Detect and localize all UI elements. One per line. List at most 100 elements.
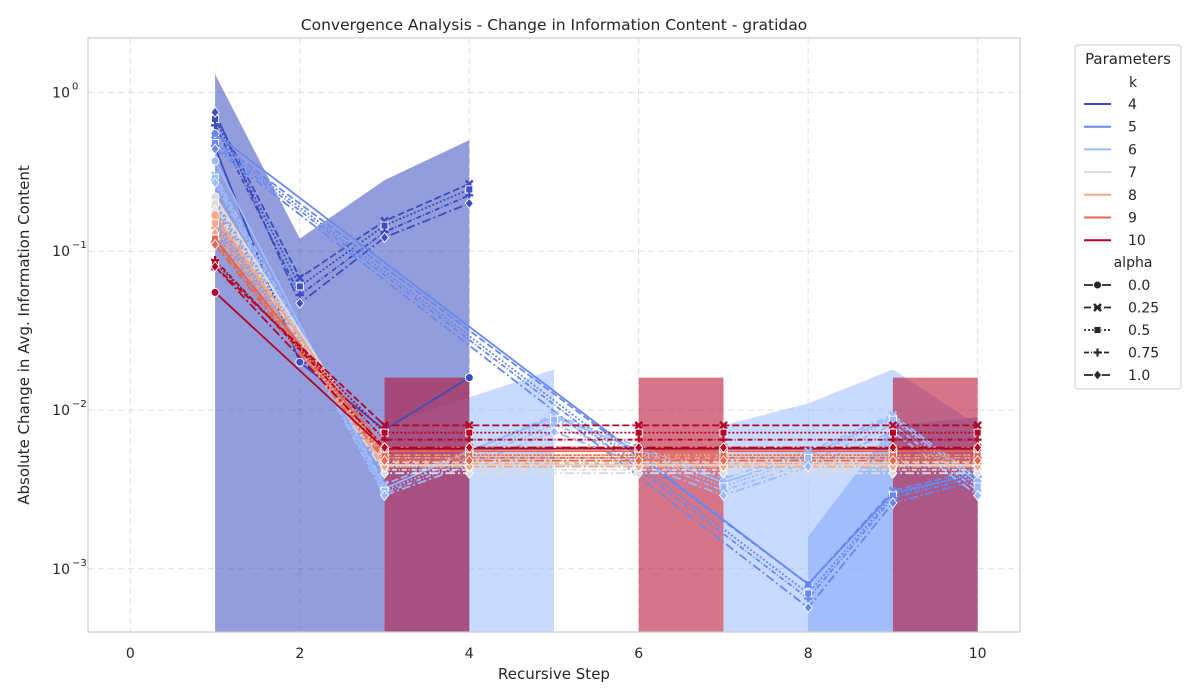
data-point xyxy=(210,156,220,166)
data-point xyxy=(380,421,389,430)
series-line-k4-alpha0.25 xyxy=(214,114,470,280)
chart-title: Convergence Analysis - Change in Informa… xyxy=(301,16,807,34)
data-point xyxy=(379,467,390,479)
plot-frame xyxy=(87,37,1021,633)
series-line-k4-alpha0.5 xyxy=(214,118,470,288)
data-point xyxy=(210,287,220,297)
data-point xyxy=(379,231,390,244)
data-point xyxy=(888,497,898,509)
legend-k-label: 9 xyxy=(1128,211,1137,227)
legend: Parameters k alpha 4 5 6 7 8 9 10 0.0 0.25 0.5 0.7… xyxy=(1074,44,1182,390)
data-point xyxy=(464,373,474,383)
data-point xyxy=(295,297,305,309)
data-point xyxy=(549,425,559,438)
legend-alpha-marker xyxy=(1093,326,1102,334)
data-point xyxy=(380,480,389,489)
data-point xyxy=(888,441,898,454)
series-line-k5-alpha0.25 xyxy=(214,139,978,586)
data-point xyxy=(634,421,644,430)
series-line-k4-alpha1.0 xyxy=(214,111,470,305)
data-point xyxy=(210,176,220,189)
data-point xyxy=(464,460,474,473)
series-markers xyxy=(210,106,983,614)
series-line-k6-alpha1.0 xyxy=(214,182,979,497)
x-tick-label: 4 xyxy=(465,646,474,662)
data-point xyxy=(803,579,813,589)
y-axis-label: Absolute Change in Avg. Information Cont… xyxy=(15,165,33,505)
data-point xyxy=(718,467,729,479)
data-point xyxy=(380,221,389,230)
data-point xyxy=(295,273,305,283)
data-point xyxy=(634,460,644,473)
x-tick-label: 10 xyxy=(969,646,987,662)
data-point xyxy=(210,238,220,251)
data-point xyxy=(718,489,729,502)
band-k10 xyxy=(638,377,724,632)
legend-alpha-label: 1.0 xyxy=(1128,368,1150,384)
data-point xyxy=(210,129,220,139)
legend-k-label: 5 xyxy=(1128,120,1137,136)
data-point xyxy=(379,460,390,473)
legend-title: Parameters xyxy=(1085,50,1171,68)
data-point xyxy=(464,421,474,430)
legend-k-label: 10 xyxy=(1128,233,1146,249)
legend-alpha-label: 0.25 xyxy=(1128,301,1159,317)
data-point xyxy=(464,197,474,210)
legend-k-label: 6 xyxy=(1128,142,1137,158)
data-point xyxy=(803,460,813,473)
data-point xyxy=(634,428,643,437)
data-point xyxy=(888,421,898,430)
band-k10 xyxy=(384,377,470,632)
x-tick-label: 6 xyxy=(634,646,643,662)
data-point xyxy=(973,467,983,479)
legend-alpha-label: 0.0 xyxy=(1128,278,1150,294)
legend-alpha-title: alpha xyxy=(1114,255,1153,271)
data-point xyxy=(888,454,898,467)
legend-alpha-marker xyxy=(1093,303,1102,312)
data-point xyxy=(464,467,474,479)
y-tick-label: 10 xyxy=(52,403,70,419)
legend-k-title: k xyxy=(1129,75,1138,91)
data-point xyxy=(973,460,983,473)
data-point xyxy=(295,357,305,367)
data-point xyxy=(379,489,390,502)
data-point xyxy=(211,121,220,130)
data-point xyxy=(380,428,389,437)
y-tick-exponent: −2 xyxy=(72,399,87,410)
data-point xyxy=(803,601,813,614)
data-point xyxy=(379,441,390,454)
confidence-bands xyxy=(215,74,978,633)
y-tick-label: 10 xyxy=(52,244,70,260)
band-k10 xyxy=(892,377,978,632)
legend-k-label: 7 xyxy=(1128,165,1137,181)
y-tick-exponent: 0 xyxy=(72,81,78,92)
legend-alpha-marker xyxy=(1092,369,1103,381)
series-line-k5-alpha1.0 xyxy=(214,148,978,609)
data-point xyxy=(634,454,644,467)
data-point xyxy=(973,441,983,454)
data-point xyxy=(210,106,220,118)
legend-k-label: 8 xyxy=(1128,188,1137,204)
data-point xyxy=(718,441,729,454)
x-tick-label: 2 xyxy=(295,646,304,662)
data-point xyxy=(379,454,390,467)
series-line-k5-alpha0.75 xyxy=(214,145,978,600)
data-point xyxy=(888,460,898,473)
data-point xyxy=(465,428,474,437)
legend-alpha-marker xyxy=(1093,280,1102,290)
x-axis-ticks: 0 2 4 6 8 10 xyxy=(126,646,987,662)
series-line-k4-alpha0.75 xyxy=(214,124,470,297)
y-tick-exponent: −3 xyxy=(72,558,87,569)
data-point xyxy=(888,428,897,437)
data-point xyxy=(803,446,813,456)
data-point xyxy=(973,489,983,502)
data-point xyxy=(634,467,644,479)
series-line-k5-alpha0.5 xyxy=(214,142,978,595)
legend-alpha-label: 0.75 xyxy=(1128,346,1159,362)
data-point xyxy=(718,454,729,467)
x-tick-label: 8 xyxy=(804,646,813,662)
data-point xyxy=(719,428,728,437)
